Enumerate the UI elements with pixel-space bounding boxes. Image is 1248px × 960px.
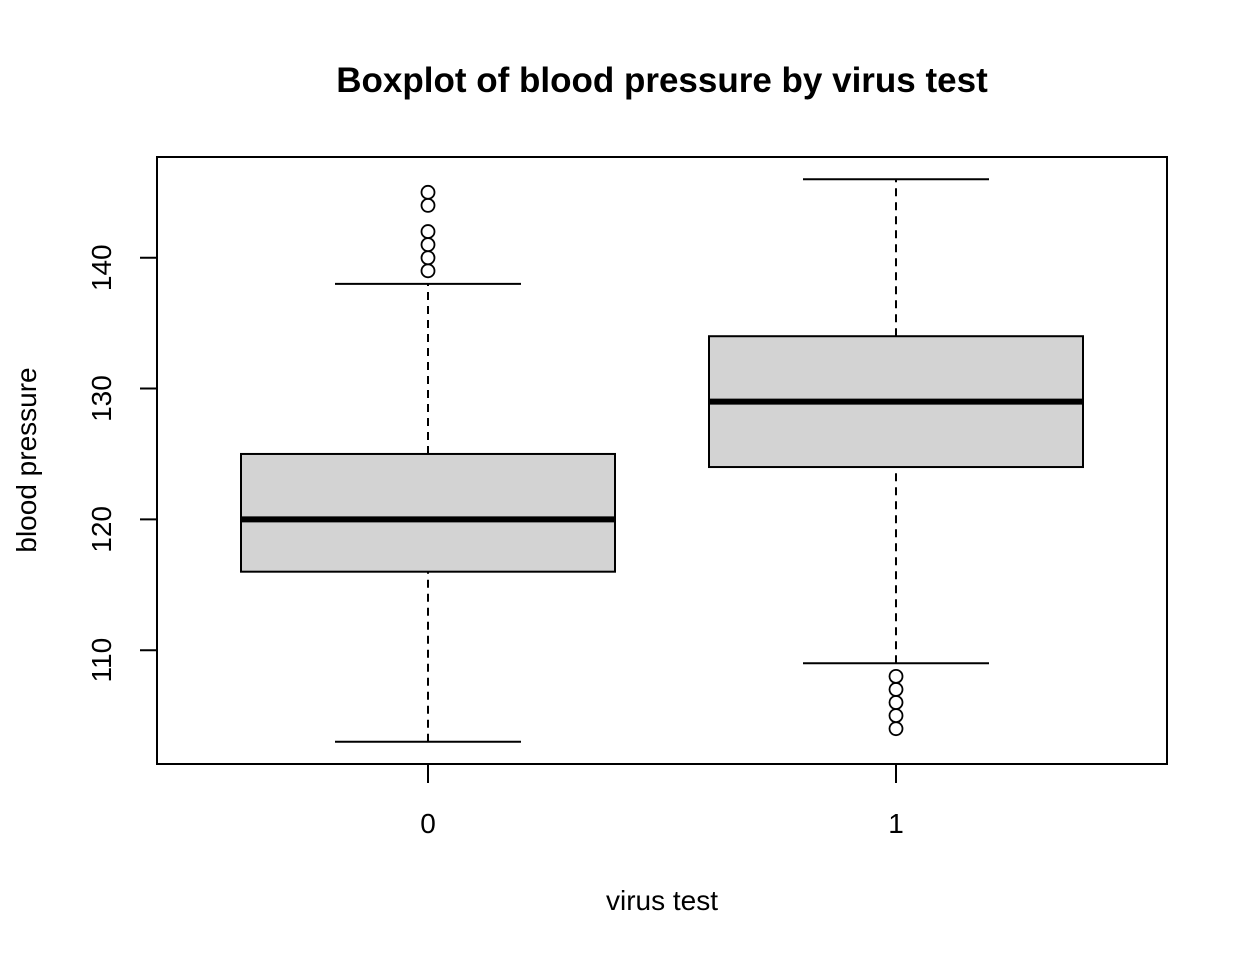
outlier-point: [420, 198, 436, 213]
box-iqr: [240, 452, 616, 573]
plot-frame: [156, 156, 1168, 765]
chart-title: Boxplot of blood pressure by virus test: [336, 61, 988, 100]
outlier-point: [888, 721, 904, 737]
y-tick-label: 140: [86, 244, 117, 291]
outlier-point: [420, 250, 436, 266]
outlier-point: [420, 184, 436, 200]
y-tick-label: 130: [86, 375, 117, 422]
outlier-point: [888, 695, 904, 710]
outlier-point: [888, 668, 904, 684]
outlier-point: [420, 224, 436, 239]
outlier-point: [420, 237, 436, 253]
y-tick-label: 120: [86, 506, 117, 553]
x-axis-label: virus test: [606, 885, 718, 916]
y-axis-label: blood pressure: [11, 367, 42, 552]
box-group-1: [708, 178, 1084, 737]
x-tick-label: 1: [888, 808, 904, 839]
box-group-0: [240, 184, 616, 743]
outlier-point: [888, 682, 904, 697]
outlier-point: [420, 263, 436, 279]
outlier-point: [888, 708, 904, 723]
y-axis: 110 120 130 140: [86, 244, 157, 683]
x-tick-label: 0: [420, 808, 436, 839]
y-tick-label: 110: [86, 638, 117, 683]
